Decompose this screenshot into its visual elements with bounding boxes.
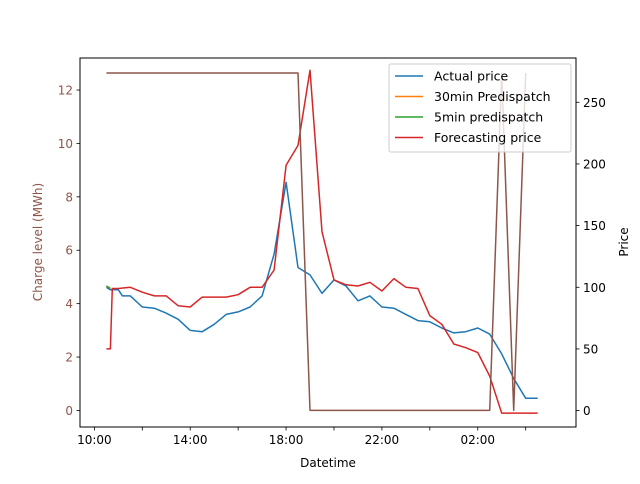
legend-label-actual-price: Actual price [434, 69, 509, 84]
left-tick-label: 4 [65, 297, 73, 311]
series-line-actual-price [106, 181, 538, 400]
left-tick-label: 12 [58, 84, 73, 98]
left-tick-label: 10 [58, 137, 73, 151]
left-tick-label: 2 [65, 351, 73, 365]
left-tick-label: 6 [65, 244, 73, 258]
left-tick-label: 0 [65, 404, 73, 418]
legend-label-30min-predispatch: 30min Predispatch [434, 89, 551, 104]
left-tick-label: 8 [65, 190, 73, 204]
right-tick-label: 100 [583, 281, 606, 295]
x-tick-label: 02:00 [460, 433, 495, 447]
right-tick-label: 50 [583, 342, 598, 356]
right-tick-label: 250 [583, 96, 606, 110]
x-tick-label: 22:00 [365, 433, 400, 447]
series-line-charge-level [106, 72, 527, 412]
left-axis-label: Charge level (MWh) [31, 183, 45, 301]
legend-label-forecasting-price: Forecasting price [434, 130, 542, 145]
legend-label-5min-predispatch: 5min predispatch [434, 110, 543, 125]
right-axis-ticks: 0 50 100 150 200 250 [576, 96, 606, 418]
x-axis-label: Datetime [300, 456, 356, 470]
right-tick-label: 150 [583, 219, 606, 233]
right-tick-label: 0 [583, 404, 591, 418]
series-line-5min-predispatch [106, 285, 111, 290]
x-axis-ticks: 10:00 14:00 18:00 22:00 02:00 [77, 427, 527, 447]
x-tick-label: 10:00 [77, 433, 112, 447]
legend: Actual price 30min Predispatch 5min predis… [388, 63, 572, 153]
legend-frame [388, 63, 572, 153]
series-line-forecasting-price [106, 69, 538, 414]
axes-frame [79, 57, 577, 428]
right-tick-label: 200 [583, 157, 606, 171]
x-tick-label: 14:00 [173, 433, 208, 447]
plot-lines [106, 69, 538, 414]
right-axis-label: Price [617, 227, 631, 256]
x-tick-label: 18:00 [269, 433, 304, 447]
left-axis-ticks: 0 2 4 6 8 10 12 [58, 84, 80, 418]
